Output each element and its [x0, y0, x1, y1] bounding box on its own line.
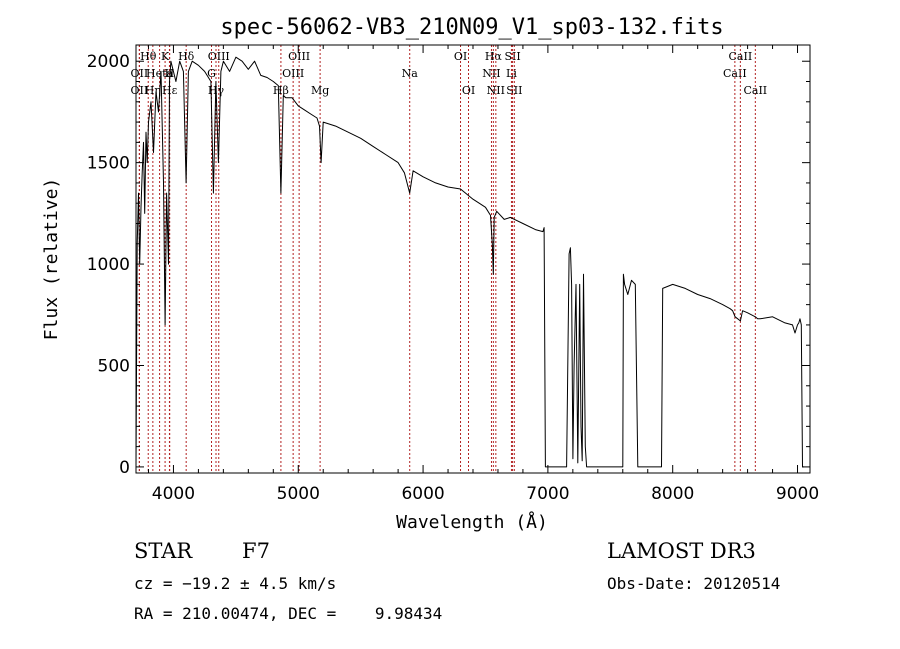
- redshift-value: cz = −19.2 ± 4.5 km/s: [134, 574, 337, 593]
- x-tick-label: 6000: [401, 484, 444, 504]
- line-label: Heta: [146, 67, 174, 80]
- observation-date: Obs-Date: 20120514: [607, 574, 781, 593]
- line-label: CaII: [723, 67, 747, 80]
- line-label: CaII: [729, 50, 753, 63]
- x-tick-label: 9000: [776, 484, 819, 504]
- y-tick-label: 1000: [87, 255, 130, 275]
- line-label: G: [207, 67, 216, 80]
- line-label: NII: [487, 84, 505, 97]
- line-label: Mg: [311, 84, 329, 97]
- line-label: OI: [454, 50, 467, 63]
- object-class: STAR: [134, 539, 193, 563]
- line-label: Hα: [485, 50, 503, 63]
- y-tick-label: 500: [98, 356, 130, 376]
- line-label: Hβ: [273, 84, 289, 97]
- line-label: Na: [402, 67, 419, 80]
- y-tick-label: 0: [119, 458, 130, 478]
- x-tick-label: 4000: [152, 484, 195, 504]
- chart-title: spec-56062-VB3_210N09_V1_sp03-132.fits: [220, 15, 723, 40]
- y-axis: 0 500 1000 1500 2000: [87, 52, 810, 478]
- survey-name: LAMOST DR3: [607, 539, 756, 563]
- line-label: OIII: [288, 50, 310, 63]
- line-label: K: [161, 50, 170, 63]
- x-tick-label: 5000: [277, 484, 320, 504]
- x-tick-label: 7000: [526, 484, 569, 504]
- x-axis: 4000 5000 6000 7000 8000 9000: [147, 45, 819, 504]
- line-label: Li: [506, 67, 517, 80]
- y-tick-label: 1500: [87, 154, 130, 174]
- plot-frame: [135, 44, 811, 474]
- line-label: CaII: [743, 84, 767, 97]
- line-label: OIII: [208, 50, 230, 63]
- line-label: SII: [506, 84, 522, 97]
- sky-coordinates: RA = 210.00474, DEC = 9.98434: [134, 604, 443, 623]
- x-tick-label: 8000: [651, 484, 694, 504]
- line-label: OIII: [282, 67, 304, 80]
- line-label: Hη: [145, 84, 161, 97]
- y-tick-label: 2000: [87, 52, 130, 72]
- y-axis-label: Flux (relative): [41, 178, 62, 341]
- line-label: Hδ: [178, 50, 195, 63]
- line-label: OI: [462, 84, 475, 97]
- spectrum-line: [135, 56, 804, 468]
- line-label: SII: [504, 50, 520, 63]
- line-label: OII: [131, 84, 149, 97]
- x-axis-label: Wavelength (Å): [396, 511, 548, 533]
- emission-line-markers: HθOIIOIIHηHetaKHHεHδGOIIIHγHβOIIIOIIIMgN…: [131, 45, 767, 473]
- object-subclass: F7: [242, 539, 270, 563]
- spectrum-series: [135, 56, 804, 468]
- line-label: NII: [482, 67, 500, 80]
